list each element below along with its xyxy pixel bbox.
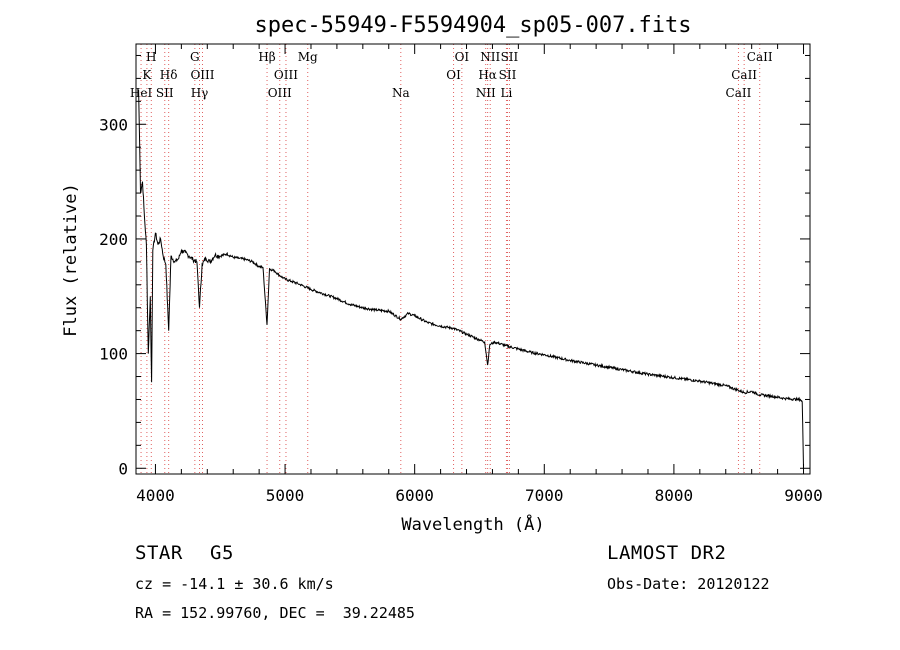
line-label-0: HeI xyxy=(130,86,153,100)
y-axis-label: Flux (relative) xyxy=(61,183,81,337)
line-label-19: SII xyxy=(499,68,517,82)
x-tick-label-0: 4000 xyxy=(136,486,175,505)
y-axis-ticks: 0 100 200 300 xyxy=(99,54,810,478)
line-label-20: SII xyxy=(501,50,519,64)
y-tick-label-1: 100 xyxy=(99,345,128,364)
line-label-16: Hα xyxy=(478,68,497,82)
line-label-13: OI xyxy=(446,68,461,82)
line-label-12: Na xyxy=(392,86,410,100)
y-tick-label-0: 0 xyxy=(118,459,128,478)
line-label-15: NII xyxy=(476,86,496,100)
y-tick-label-2: 200 xyxy=(99,230,128,249)
line-label-23: CaII xyxy=(747,50,773,64)
line-label-18: Li xyxy=(501,86,513,100)
x-tick-label-2: 6000 xyxy=(395,486,434,505)
line-label-14: OI xyxy=(455,50,470,64)
line-label-10: OIII xyxy=(274,68,298,82)
x-tick-label-5: 9000 xyxy=(784,486,823,505)
line-label-1: K xyxy=(142,68,152,82)
line-label-22: CaII xyxy=(731,68,757,82)
flux-line xyxy=(138,89,804,469)
x-tick-label-3: 7000 xyxy=(525,486,564,505)
chart-title: spec-55949-F5594904_sp05-007.fits xyxy=(254,13,691,38)
observation-date: Obs-Date: 20120122 xyxy=(607,575,770,593)
x-tick-label-4: 8000 xyxy=(655,486,694,505)
x-axis-label: Wavelength (Å) xyxy=(401,513,544,535)
y-tick-label-3: 300 xyxy=(99,115,128,134)
line-label-3: SII xyxy=(156,86,174,100)
line-label-9: OIII xyxy=(268,86,292,100)
survey-name: LAMOST DR2 xyxy=(607,542,727,564)
line-label-17: NII xyxy=(480,50,500,64)
line-label-2: H xyxy=(146,50,156,64)
line-label-5: G xyxy=(190,50,200,64)
plot-frame xyxy=(135,43,811,475)
line-label-8: Hβ xyxy=(258,50,275,64)
object-class: STAR xyxy=(135,542,183,564)
spectral-line-markers xyxy=(140,44,761,474)
coordinates-readout: RA = 152.99760, DEC = 39.22485 xyxy=(135,604,415,622)
line-label-21: CaII xyxy=(726,86,752,100)
line-label-4: Hδ xyxy=(160,68,178,82)
x-axis-ticks: 4000 5000 6000 7000 8000 9000 xyxy=(136,44,823,505)
line-label-7: OIII xyxy=(190,68,214,82)
x-tick-label-1: 5000 xyxy=(266,486,305,505)
line-label-6: Hγ xyxy=(191,86,209,100)
redshift-readout: cz = -14.1 ± 30.6 km/s xyxy=(135,575,334,593)
object-subclass: G5 xyxy=(210,542,234,564)
line-label-11: Mg xyxy=(298,50,318,64)
spectral-line-labels: HeIKHSIIHδGHγOIIIHβOIIIOIIIMgNaOIOINIIHα… xyxy=(130,50,773,100)
